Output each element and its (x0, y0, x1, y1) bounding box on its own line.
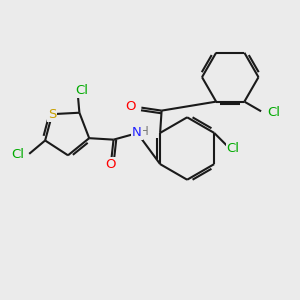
Text: S: S (48, 108, 56, 121)
Text: Cl: Cl (76, 84, 88, 97)
Text: Cl: Cl (11, 148, 24, 161)
Text: Cl: Cl (267, 106, 280, 119)
Text: O: O (125, 100, 136, 113)
Text: H: H (140, 124, 148, 137)
Text: O: O (105, 158, 116, 171)
Text: N: N (132, 126, 142, 139)
Text: Cl: Cl (227, 142, 240, 154)
